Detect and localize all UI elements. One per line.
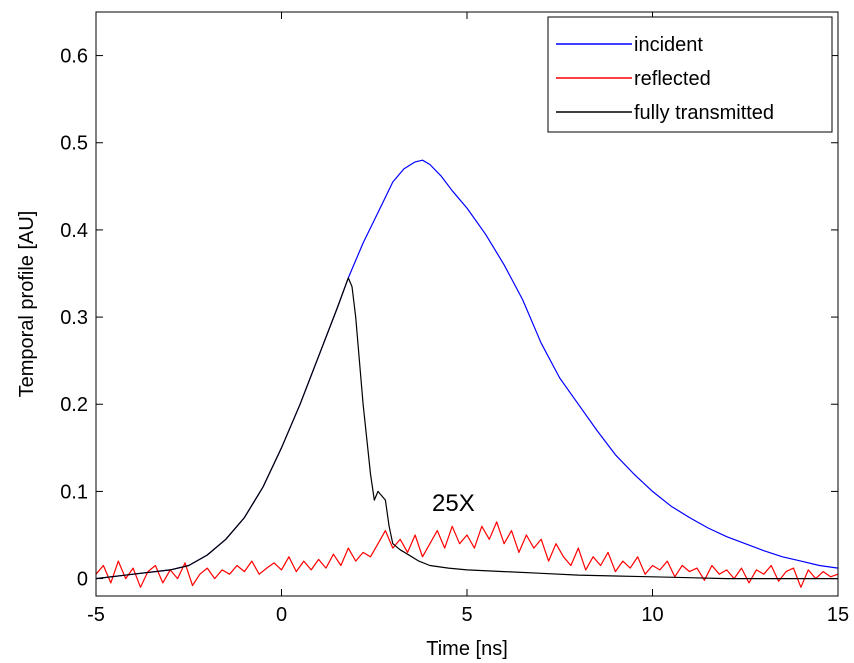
series-line-reflected: [95, 521, 839, 588]
series-layer: [95, 159, 839, 588]
y-tick-label: 0.2: [60, 394, 88, 416]
x-tick-label: 0: [276, 604, 287, 626]
y-tick-label: 0.3: [60, 307, 88, 329]
y-tick-label: 0.5: [60, 133, 88, 155]
y-axis: 0 0.1 0.2 0.3 0.4 0.5 0.6: [60, 46, 838, 591]
x-tick-label: 10: [641, 604, 663, 626]
series-line-fully-transmitted: [95, 277, 838, 580]
y-tick-label: 0.4: [60, 220, 88, 242]
x-axis: -5 0 5 10 15: [87, 12, 849, 626]
x-axis-label: Time [ns]: [426, 638, 508, 660]
y-tick-label: 0.6: [60, 46, 88, 68]
y-axis-label: Temporal profile [AU]: [16, 211, 38, 398]
x-tick-label: 5: [461, 604, 472, 626]
legend: incident reflected fully transmitted: [547, 16, 833, 133]
y-tick-label: 0.1: [60, 481, 88, 503]
legend-label: reflected: [634, 68, 711, 90]
legend-label: incident: [634, 34, 703, 56]
legend-box: [547, 16, 833, 133]
y-tick-label: 0: [77, 569, 88, 591]
legend-label: fully transmitted: [634, 102, 774, 124]
x-tick-label: 15: [827, 604, 849, 626]
x-tick-label: -5: [87, 604, 105, 626]
annotation-25x: 25X: [432, 490, 475, 517]
